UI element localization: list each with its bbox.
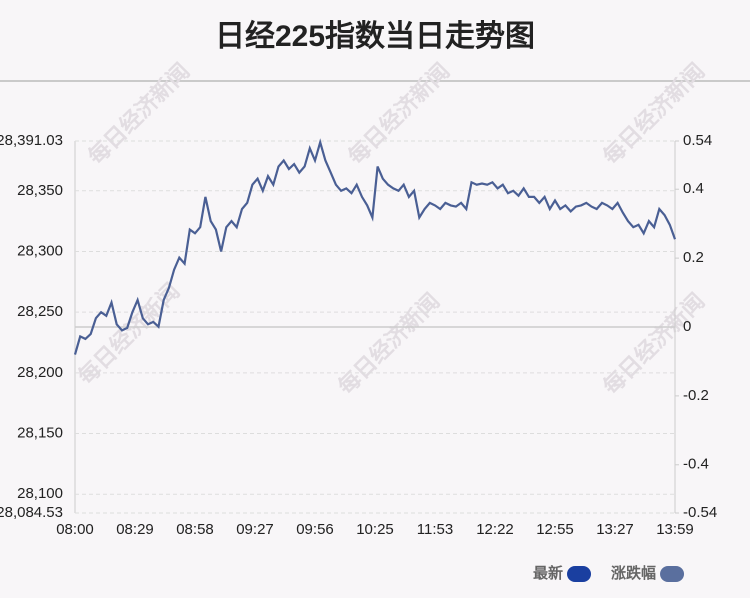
y-tick-label: 28,391.03 (0, 132, 63, 149)
watermark: 每日经济新闻 (333, 288, 444, 399)
watermark: 每日经济新闻 (598, 58, 709, 169)
y-tick-label: 28,084.53 (0, 504, 63, 521)
x-tick-label: 09:56 (296, 521, 334, 538)
legend-label: 最新 (533, 564, 563, 582)
chart-title: 日经225指数当日走势图 (215, 19, 535, 53)
x-tick-label: 13:27 (596, 521, 634, 538)
y2-tick-label: -0.54 (683, 504, 717, 521)
x-tick-label: 08:00 (56, 521, 94, 538)
watermark: 每日经济新闻 (343, 58, 454, 169)
x-tick-label: 08:29 (116, 521, 154, 538)
y-tick-label: 28,150 (17, 425, 63, 442)
legend-swatch (567, 566, 592, 582)
legend-label: 涨跌幅 (611, 564, 656, 582)
watermark: 每日经济新闻 (598, 288, 709, 399)
y2-tick-label: 0 (683, 318, 691, 335)
x-tick-label: 09:27 (236, 521, 274, 538)
x-tick-label: 11:53 (417, 521, 453, 538)
y2-tick-label: -0.2 (683, 387, 709, 404)
y2-tick-label: -0.4 (683, 456, 709, 473)
y-tick-label: 28,350 (17, 182, 63, 199)
x-tick-label: 12:55 (536, 521, 574, 538)
y-tick-label: 28,100 (17, 485, 63, 502)
y-tick-label: 28,250 (17, 303, 63, 320)
line (73, 138, 677, 355)
y-tick-label: 28,300 (17, 242, 63, 259)
x-tick-label: 13:59 (656, 521, 694, 538)
x-tick-label: 12:22 (476, 521, 514, 538)
x-tick-label: 10:25 (356, 521, 394, 538)
y2-tick-label: 0.54 (683, 132, 712, 149)
y-tick-label: 28,200 (17, 364, 63, 381)
legend-swatch (660, 566, 685, 582)
y2-tick-label: 0.4 (683, 180, 704, 197)
x-tick-label: 08:58 (176, 521, 214, 538)
y2-tick-label: 0.2 (683, 249, 704, 266)
watermark: 每日经济新闻 (83, 58, 194, 169)
